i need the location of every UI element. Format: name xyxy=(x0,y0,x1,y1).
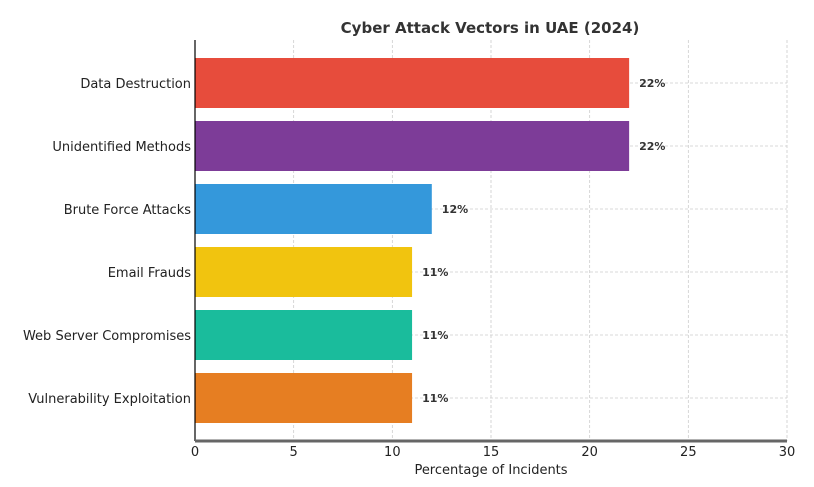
data-label: 12% xyxy=(442,203,468,216)
y-tick-label: Web Server Compromises xyxy=(23,329,191,344)
y-tick-label: Brute Force Attacks xyxy=(64,203,192,218)
x-axis-label: Percentage of Incidents xyxy=(414,463,567,478)
x-tick-label: 25 xyxy=(680,445,697,460)
bar-email-frauds xyxy=(195,247,413,297)
bar-web-server-compromises xyxy=(195,310,413,360)
y-tick-label: Vulnerability Exploitation xyxy=(28,392,191,407)
x-tick-label: 5 xyxy=(290,445,298,460)
data-label: 11% xyxy=(422,392,448,405)
x-tick-label: 10 xyxy=(384,445,401,460)
data-label: 11% xyxy=(422,266,448,279)
y-tick-label: Data Destruction xyxy=(80,77,191,92)
x-tick-label: 0 xyxy=(191,445,199,460)
data-label: 22% xyxy=(639,77,665,90)
bar-data-destruction xyxy=(195,58,630,108)
chart-title: Cyber Attack Vectors in UAE (2024) xyxy=(341,19,640,37)
x-tick-label: 20 xyxy=(581,445,598,460)
y-tick-label: Email Frauds xyxy=(108,266,192,281)
bar-vulnerability-exploitation xyxy=(195,373,413,423)
data-label: 11% xyxy=(422,329,448,342)
x-tick-label: 30 xyxy=(779,445,796,460)
x-tick-label: 15 xyxy=(483,445,500,460)
y-tick-label: Unidentified Methods xyxy=(52,140,191,155)
bar-unidentified-methods xyxy=(195,121,630,171)
data-label: 22% xyxy=(639,140,665,153)
bar-brute-force-attacks xyxy=(195,184,432,234)
